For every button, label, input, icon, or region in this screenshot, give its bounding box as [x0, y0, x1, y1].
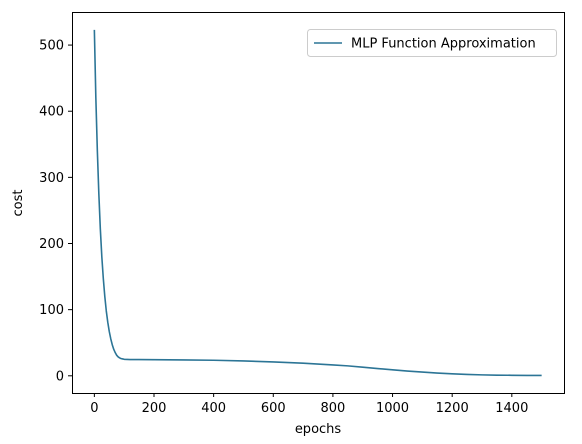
series-line-mlp-function-approximation: [93, 29, 542, 377]
x-tick-label: 200: [142, 401, 167, 416]
x-tick-label: 0: [90, 401, 98, 416]
x-axis-label: epochs: [295, 422, 342, 437]
x-tick-label: 1400: [495, 401, 528, 416]
y-tick-label: 500: [39, 39, 64, 54]
x-tick-label: 800: [320, 401, 345, 416]
x-tick-label: 400: [201, 401, 226, 416]
legend: MLP Function Approximation: [307, 29, 557, 57]
y-tick-label: 400: [39, 105, 64, 120]
x-tick-label: 600: [261, 401, 286, 416]
plot-clip-group: [93, 29, 542, 377]
legend-box: [307, 29, 557, 57]
legend-entry-label: MLP Function Approximation: [351, 37, 536, 52]
x-axis-ticks: 0 200 400 600 800 1000 1200 1400: [90, 393, 528, 416]
x-tick-label: 1000: [376, 401, 409, 416]
y-tick-label: 200: [39, 237, 64, 252]
y-axis-label: cost: [11, 190, 26, 217]
y-axis-ticks: 0 100 200 300 400 500: [39, 39, 72, 384]
y-tick-label: 300: [39, 171, 64, 186]
plot-frame: [72, 12, 565, 394]
x-tick-label: 1200: [436, 401, 469, 416]
y-tick-label: 100: [39, 303, 64, 318]
y-tick-label: 0: [56, 369, 64, 384]
